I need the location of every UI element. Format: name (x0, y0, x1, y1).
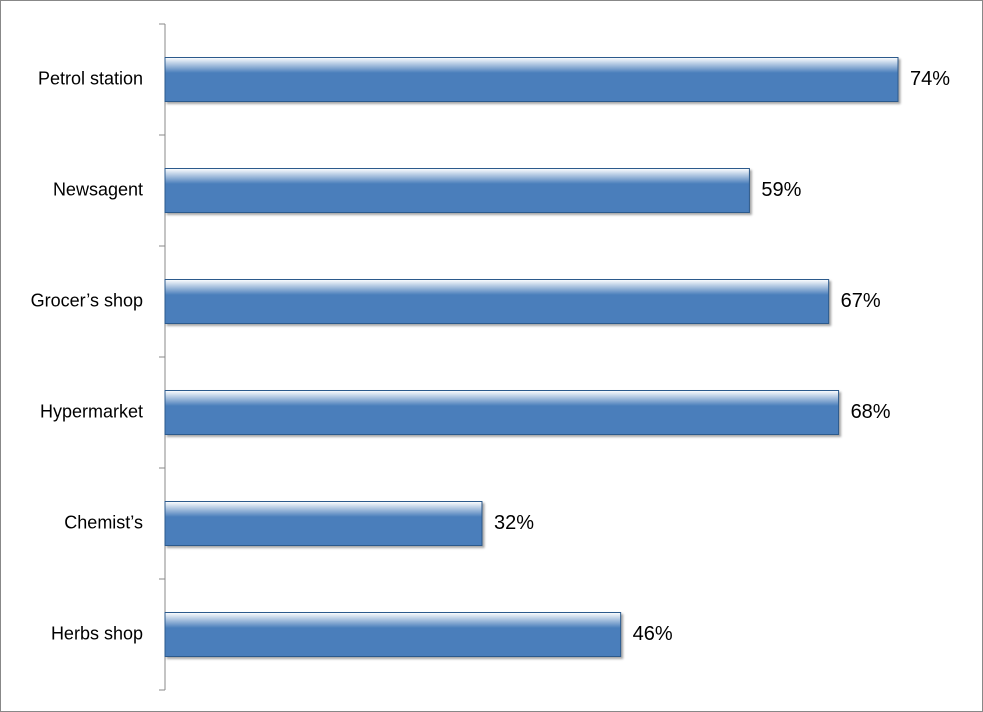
bar (164, 279, 830, 324)
y-tick-label: Newsagent (53, 179, 143, 199)
y-tick-label: Grocer’s shop (31, 290, 143, 310)
data-label: 74% (910, 68, 950, 90)
bar (164, 501, 483, 546)
bar (164, 168, 750, 213)
data-label: 59% (761, 179, 801, 201)
y-tick-label: Chemist’s (64, 512, 143, 532)
y-tick-label: Hypermarket (40, 401, 143, 421)
data-label: 32% (494, 512, 534, 534)
bar (164, 612, 622, 657)
data-label: 67% (841, 290, 881, 312)
y-tick-label: Petrol station (38, 68, 143, 88)
bar (164, 57, 899, 102)
data-label: 68% (851, 401, 891, 423)
data-label: 46% (633, 623, 673, 645)
y-tick-label: Herbs shop (51, 623, 143, 643)
bar (164, 390, 840, 435)
